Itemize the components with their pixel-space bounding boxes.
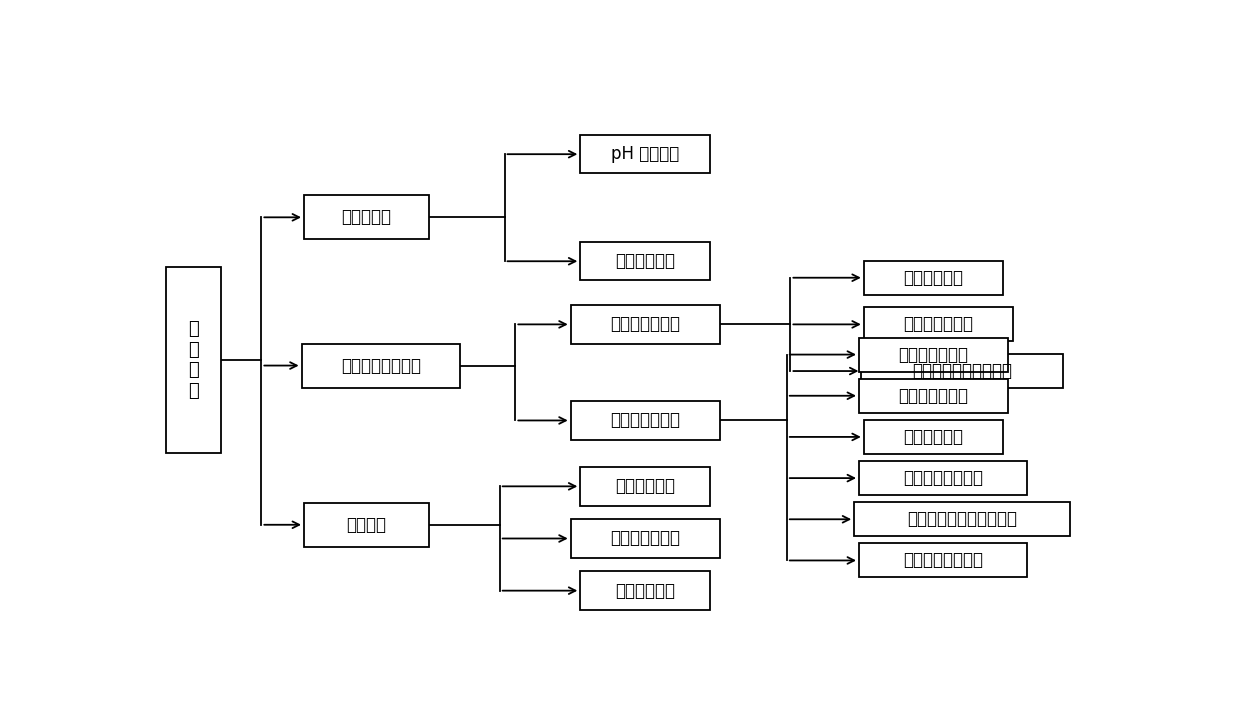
Text: 水样预处理: 水样预处理 [341,208,392,226]
Text: 运行测定: 运行测定 [346,515,387,534]
Text: 碰撞能的确定: 碰撞能的确定 [904,428,963,446]
FancyBboxPatch shape [854,502,1070,536]
Text: pH 值的确定: pH 值的确定 [611,145,680,163]
FancyBboxPatch shape [570,401,719,440]
FancyBboxPatch shape [864,261,1003,294]
Text: 离子源温度的确定: 离子源温度的确定 [903,469,983,487]
Text: 锥孔电压的确定: 锥孔电压的确定 [899,386,968,405]
FancyBboxPatch shape [570,519,719,558]
FancyBboxPatch shape [859,379,1008,413]
Text: 电离模式的确定: 电离模式的确定 [899,346,968,364]
FancyBboxPatch shape [864,420,1003,454]
Text: 仪器运行参数优化: 仪器运行参数优化 [341,356,420,374]
Text: 锥孔气流速的确定: 锥孔气流速的确定 [903,551,983,570]
FancyBboxPatch shape [301,344,460,388]
FancyBboxPatch shape [859,337,1008,371]
FancyBboxPatch shape [580,135,711,173]
Text: 色谱柱的确定: 色谱柱的确定 [904,269,963,287]
FancyBboxPatch shape [580,242,711,280]
FancyBboxPatch shape [859,543,1027,578]
Text: 检测限的确定: 检测限的确定 [615,582,675,600]
FancyBboxPatch shape [304,195,429,240]
FancyBboxPatch shape [570,305,719,344]
FancyBboxPatch shape [580,467,711,506]
FancyBboxPatch shape [864,307,1013,342]
Text: 液相方法的优化: 液相方法的优化 [610,315,680,334]
Text: 检
测
方
法: 检 测 方 法 [188,320,198,400]
Text: 回收率的确定: 回收率的确定 [615,477,675,496]
FancyBboxPatch shape [580,571,711,610]
Text: 进样体积的确定: 进样体积的确定 [903,315,973,334]
Text: 流动相梯度洗脱的确定: 流动相梯度洗脱的确定 [913,362,1012,380]
Text: 质谱方法的优化: 质谱方法的优化 [610,411,680,429]
Text: 标准曲线的确定: 标准曲线的确定 [610,530,680,548]
Text: 脱溶剂流速及温度的确定: 脱溶剂流速及温度的确定 [908,511,1017,528]
FancyBboxPatch shape [304,503,429,547]
Text: 萃取剂的确定: 萃取剂的确定 [615,252,675,270]
FancyBboxPatch shape [166,267,221,453]
FancyBboxPatch shape [859,461,1027,495]
FancyBboxPatch shape [862,354,1063,388]
